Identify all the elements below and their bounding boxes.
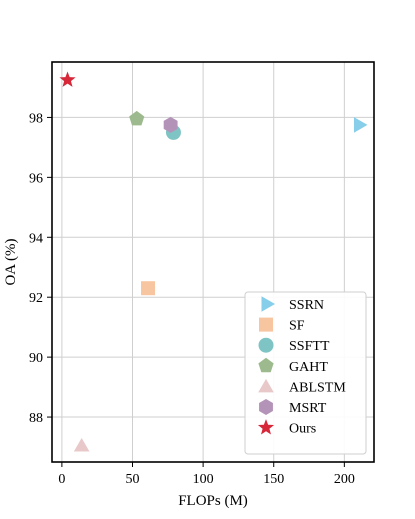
legend-marker-msrt bbox=[259, 399, 273, 415]
y-tick-label: 88 bbox=[29, 411, 43, 426]
data-point-gaht bbox=[129, 110, 145, 126]
legend-marker-gaht bbox=[258, 357, 274, 373]
data-point-ablstm bbox=[73, 438, 90, 452]
x-tick-label: 200 bbox=[334, 472, 355, 487]
data-point-ssrn bbox=[353, 117, 368, 133]
y-tick-label: 98 bbox=[29, 111, 43, 126]
y-axis-label: OA (%) bbox=[3, 238, 19, 285]
y-axis-ticks: 88 90 92 94 96 98 bbox=[29, 111, 52, 426]
data-point-sf bbox=[141, 281, 156, 296]
legend-label-sf: SF bbox=[289, 319, 305, 334]
data-point-msrt bbox=[163, 116, 178, 133]
y-tick-label: 96 bbox=[29, 171, 43, 186]
legend-marker-ablstm bbox=[258, 378, 274, 393]
x-tick-label: 0 bbox=[58, 472, 65, 487]
x-tick-label: 50 bbox=[126, 472, 140, 487]
x-axis-ticks: 0 50 100 150 200 bbox=[58, 462, 355, 487]
plot-frame bbox=[51, 61, 375, 463]
legend-label-msrt: MSRT bbox=[289, 401, 327, 416]
legend-label-ssftt: SSFTT bbox=[289, 339, 330, 354]
legend-label-ssrn: SSRN bbox=[289, 298, 324, 313]
legend-label-ours: Ours bbox=[289, 422, 316, 437]
y-tick-label: 94 bbox=[29, 231, 43, 246]
x-tick-label: 100 bbox=[193, 472, 214, 487]
x-axis-label: FLOPs (M) bbox=[178, 493, 248, 509]
legend: SSRN SF SSFTT GAHT ABLSTM MSRT Ours bbox=[244, 291, 367, 455]
legend-marker-ours bbox=[257, 419, 275, 435]
legend-marker-ssrn bbox=[261, 296, 275, 312]
legend-label-gaht: GAHT bbox=[289, 360, 328, 375]
data-points bbox=[59, 71, 368, 452]
y-tick-label: 92 bbox=[29, 291, 43, 306]
grid-lines bbox=[52, 62, 374, 462]
y-tick-label: 90 bbox=[29, 351, 43, 366]
legend-label-ablstm: ABLSTM bbox=[289, 380, 346, 395]
data-point-ours bbox=[59, 71, 76, 87]
legend-marker-sf bbox=[259, 317, 273, 332]
legend-box bbox=[244, 291, 367, 455]
legend-marker-ssftt bbox=[258, 337, 274, 353]
x-tick-label: 150 bbox=[263, 472, 284, 487]
